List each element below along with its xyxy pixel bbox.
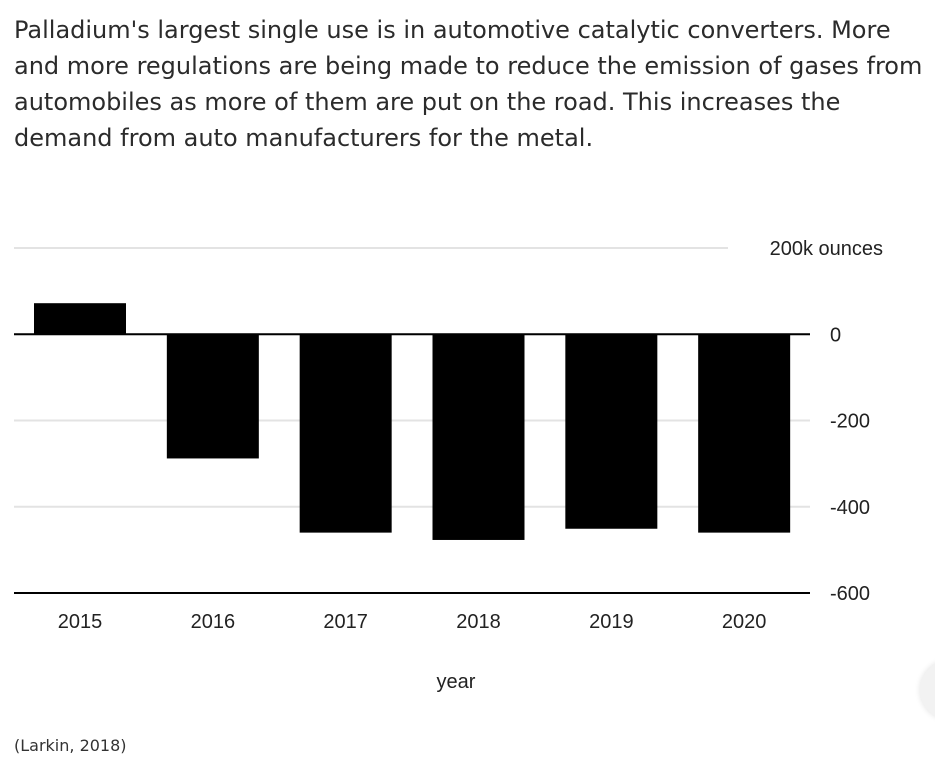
x-tick-labels: 2015 2016 2017 2018 2019 2020: [58, 611, 767, 633]
y-tick-label: -400: [830, 497, 870, 519]
y-tick-label: -600: [830, 583, 870, 605]
bars: [34, 303, 791, 540]
bar-2019: [565, 334, 658, 529]
x-tick-label: 2019: [589, 611, 634, 633]
y-tick-label: -200: [830, 411, 870, 433]
citation: (Larkin, 2018): [14, 736, 127, 755]
bar-2016: [166, 334, 259, 459]
x-tick-label: 2017: [323, 611, 368, 633]
x-tick-label: 2018: [456, 611, 501, 633]
scroll-edge-handle: [920, 660, 935, 720]
y-tick-label: 200k ounces: [770, 238, 883, 260]
bar-2020: [698, 334, 791, 533]
bar-2017: [299, 334, 392, 533]
bar-2018: [432, 334, 525, 540]
x-tick-label: 2020: [722, 611, 767, 633]
x-axis-label: year: [437, 671, 476, 693]
y-tick-label: 0: [830, 324, 841, 346]
bar-2015: [34, 303, 126, 335]
y-tick-labels: 200k ounces 0 -200 -400 -600: [770, 238, 883, 605]
gridlines: [14, 247, 810, 594]
x-tick-label: 2015: [58, 611, 103, 633]
x-tick-label: 2016: [191, 611, 236, 633]
intro-paragraph: Palladium's largest single use is in aut…: [14, 16, 923, 152]
axes: [14, 333, 810, 594]
